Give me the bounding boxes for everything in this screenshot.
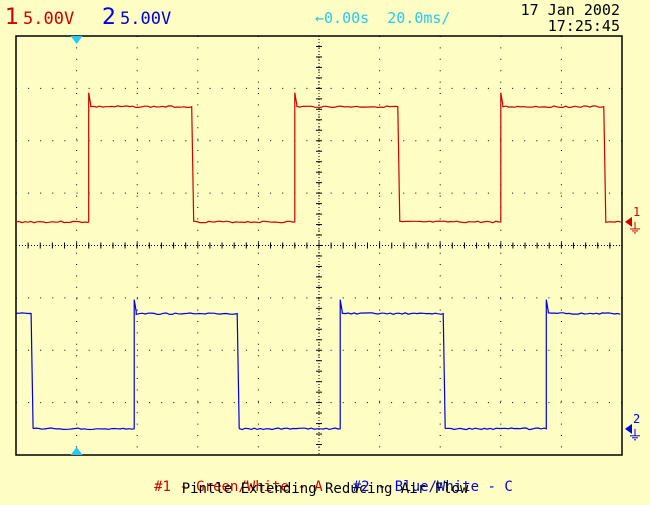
ch2-trace [15,299,621,431]
ch1-ground-marker [625,216,632,227]
trigger-position-marker [70,36,83,44]
ch1-number: 1 [5,5,19,30]
ch1-trace [15,92,621,224]
caption: Pintle Extending Reducing Air Flow [181,481,469,497]
timebase: 20.0ms/ [387,9,451,27]
trigger-delay: 0.00s [324,9,370,27]
markers: 12 [70,36,640,455]
date: 17 Jan 2002 [520,1,620,19]
channel-legend: #1 - Green/White - A #2 - Blue/White - C [0,463,650,495]
ch2-scale: 5.00V [120,9,172,29]
timestamp: 17 Jan 2002 17:25:45 [521,2,620,34]
trigger-arrow-icon: ← [315,9,325,27]
ch2-legend: #2 - Blue/White - C [352,479,513,495]
ch2-number: 2 [102,5,116,30]
ch1-legend: #1 - Green/White - A [154,479,323,495]
graticule [15,35,623,456]
ch2-scale-readout: 2 5.00V [102,5,172,30]
ch1-scale: 5.00V [23,9,75,29]
trigger-readout: ←0.00s 20.0ms/ [315,8,450,28]
traces [15,92,621,431]
ch2-ground-label: 2 [633,412,640,426]
ch2-ground-marker [625,423,632,434]
time: 17:25:45 [547,17,620,35]
trigger-position-marker [70,447,83,455]
ch1-ground-label: 1 [633,205,640,219]
ch1-scale-readout: 1 5.00V [5,5,75,30]
